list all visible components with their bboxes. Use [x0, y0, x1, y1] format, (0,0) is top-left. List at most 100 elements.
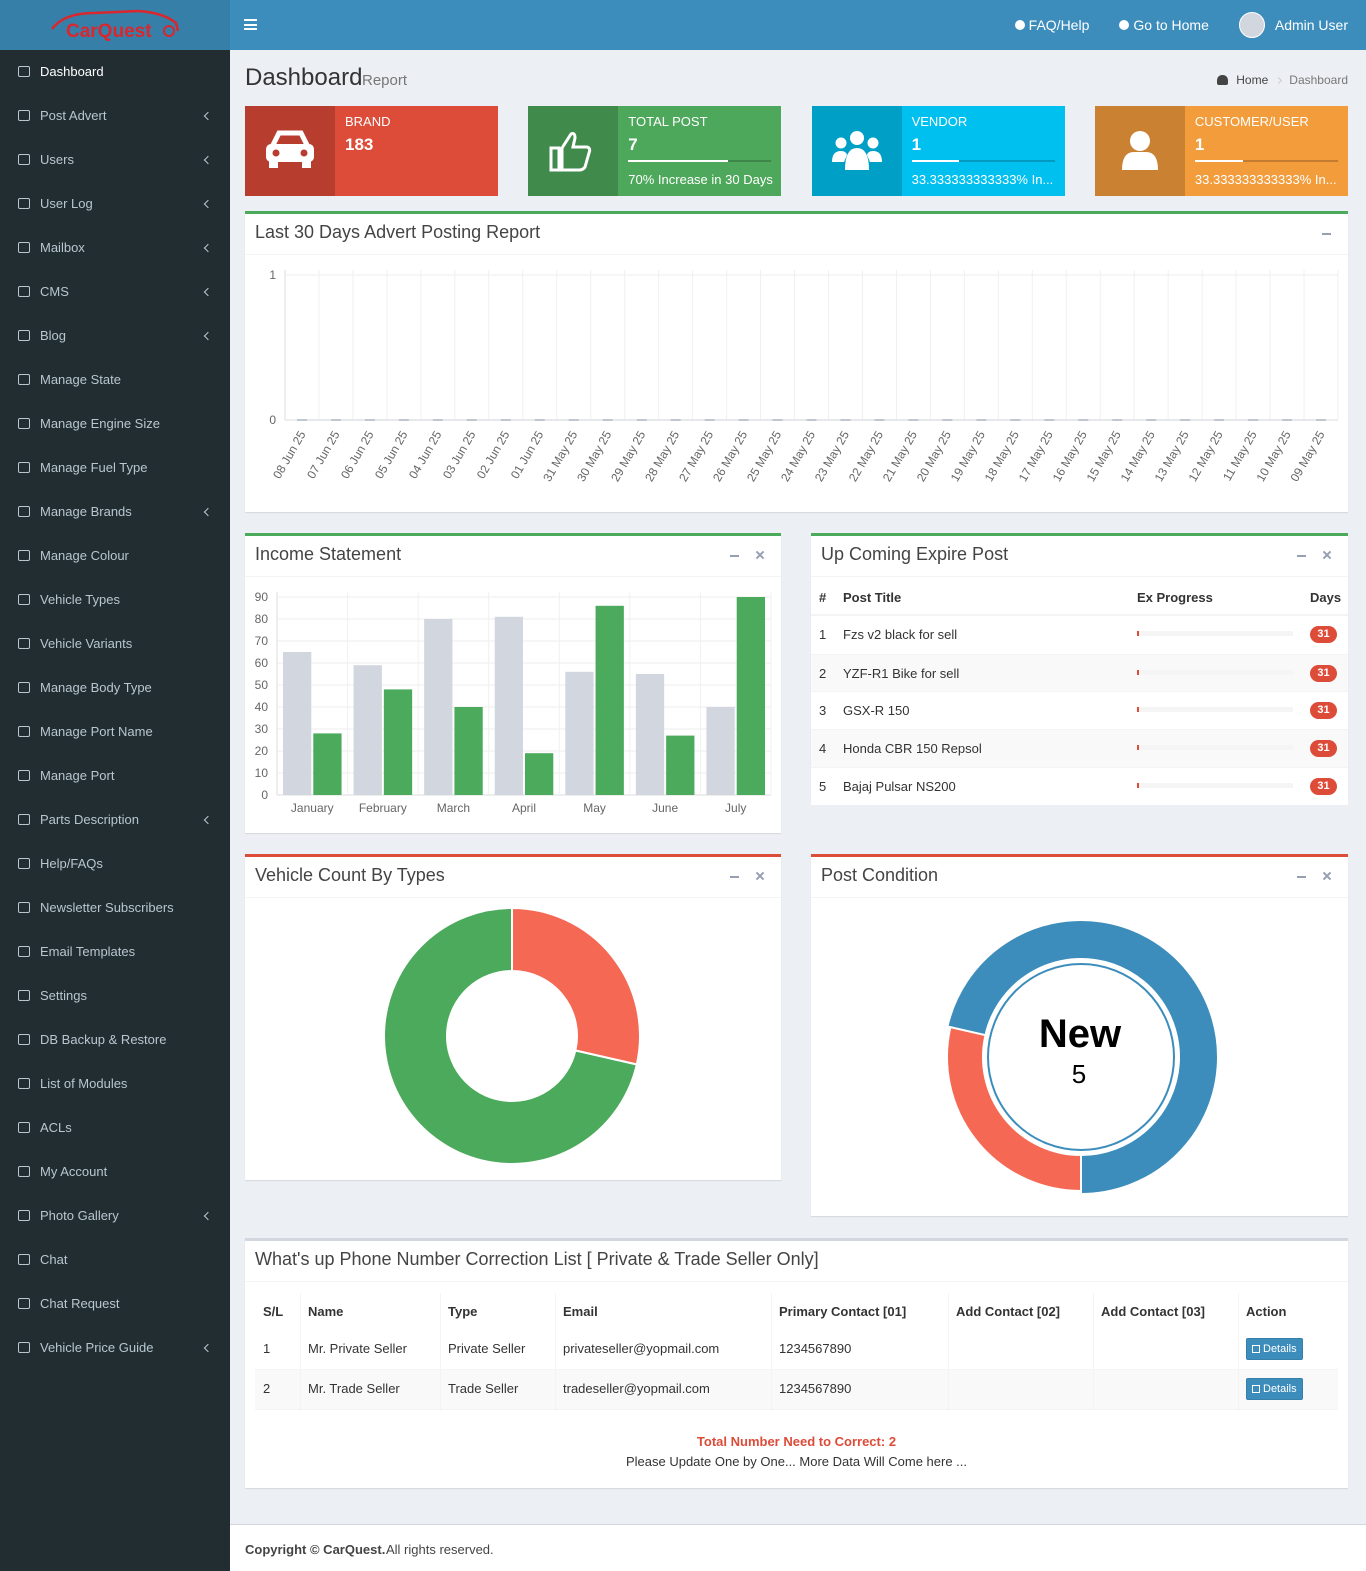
info-value: 1 [911, 135, 922, 154]
table-cell: privateseller@yopmail.com [563, 1341, 720, 1356]
menu-item[interactable]: DB Backup & Restore [0, 1018, 230, 1062]
table-header: Post Title [843, 590, 902, 605]
post-title[interactable]: Honda CBR 150 Repsol [843, 741, 982, 757]
table-header: Action [1246, 1304, 1287, 1319]
menu-icon [18, 110, 30, 121]
link-text: FAQ/Help [1028, 17, 1090, 33]
progress-fill [1137, 745, 1139, 751]
menu-item[interactable]: Help/FAQs [0, 842, 230, 886]
table-cell: 1234567890 [779, 1381, 852, 1396]
menu-item[interactable]: My Account [0, 1150, 230, 1194]
menu-item[interactable]: Manage Colour [0, 534, 230, 578]
menu-arrow [203, 111, 213, 121]
menu-label: Vehicle Types [40, 592, 120, 607]
menu-item[interactable]: Vehicle Price Guide [0, 1326, 230, 1370]
menu-item[interactable]: Email Templates [0, 930, 230, 974]
menu-item[interactable]: Manage State [0, 358, 230, 402]
menu-arrow [203, 155, 213, 165]
box-title: Last 30 Days Advert Posting Report [255, 222, 541, 242]
details-button[interactable]: Details [1246, 1378, 1303, 1400]
avatar [1238, 12, 1265, 38]
menu-label: User Log [40, 196, 93, 211]
close-button[interactable] [755, 871, 765, 881]
post-title[interactable]: Bajaj Pulsar NS200 [843, 778, 956, 794]
post-title[interactable]: GSX-R 150 [843, 703, 910, 719]
table-cell: 1 [263, 1341, 271, 1356]
menu-item[interactable]: Manage Brands [0, 490, 230, 534]
menu-icon [18, 154, 30, 165]
menu-icon [18, 1210, 30, 1221]
menu-label: ACLs [40, 1120, 72, 1135]
topbar-link[interactable]: Go to Home [1119, 17, 1209, 33]
column-rule [440, 1293, 441, 1411]
menu-item[interactable]: Mailbox [0, 226, 230, 270]
box-header-line [245, 1281, 1348, 1282]
logo-car [51, 9, 180, 37]
menu-item[interactable]: Blog [0, 314, 230, 358]
menu-label: Blog [40, 328, 67, 343]
menu-item[interactable]: Manage Engine Size [0, 402, 230, 446]
collapse-button[interactable] [1322, 233, 1331, 235]
menu-item[interactable]: Parts Description [0, 798, 230, 842]
collapse-button[interactable] [730, 555, 739, 557]
menu-toggle[interactable] [244, 19, 257, 30]
menu-icon [18, 1166, 30, 1177]
menu-icon [18, 330, 30, 341]
menu-icon [18, 902, 30, 913]
collapse-button[interactable] [1297, 876, 1306, 878]
menu-icon [18, 814, 30, 825]
menu-item[interactable]: Photo Gallery [0, 1194, 230, 1238]
icon [549, 132, 592, 172]
content-header: Dashboard Report Home Dashboard [245, 62, 1348, 96]
topbar-link[interactable]: FAQ/Help [1014, 17, 1090, 33]
user-menu[interactable]: Admin User [1238, 12, 1348, 38]
logo-text: CarQuest [66, 21, 152, 42]
menu-item[interactable]: User Log [0, 182, 230, 226]
header-rule [811, 614, 1348, 616]
menu-item[interactable]: Settings [0, 974, 230, 1018]
menu-item[interactable]: CMS [0, 270, 230, 314]
column-rule [948, 1293, 949, 1411]
menu-item[interactable]: Manage Port Name [0, 710, 230, 754]
collapse-button[interactable] [1297, 555, 1306, 557]
menu-label: Manage Engine Size [40, 416, 160, 431]
box: Post Condition [811, 854, 1348, 1216]
close-button[interactable] [1322, 871, 1332, 881]
collapse-button[interactable] [730, 876, 739, 878]
menu-item[interactable]: List of Modules [0, 1062, 230, 1106]
menu-item[interactable]: Newsletter Subscribers [0, 886, 230, 930]
box: Income Statement [245, 533, 781, 833]
menu-label: Mailbox [40, 240, 85, 255]
post-title[interactable]: YZF-R1 Bike for sell [843, 665, 960, 681]
menu-item[interactable]: Chat [0, 1238, 230, 1282]
days-badge: 31 [1310, 702, 1337, 720]
menu-item[interactable]: Manage Body Type [0, 666, 230, 710]
info-box: BRAND 183 [245, 106, 498, 196]
details-button[interactable]: Details [1246, 1338, 1303, 1360]
menu-item[interactable]: Chat Request [0, 1282, 230, 1326]
table-row: 3 GSX-R 150 31 [811, 691, 1348, 730]
crumb[interactable]: Home [1236, 73, 1269, 87]
days-badge: 31 [1310, 740, 1337, 758]
menu-item[interactable]: Dashboard [0, 50, 230, 94]
close-button[interactable] [1322, 550, 1332, 560]
menu-label: Manage State [40, 372, 121, 387]
info-value: 1 [1194, 135, 1205, 154]
sidebar: Dashboard Post Advert Users User Log Mailbox… [0, 0, 230, 1571]
menu-icon [18, 418, 30, 429]
menu-item[interactable]: Vehicle Variants [0, 622, 230, 666]
box-title: Income Statement [255, 544, 402, 564]
menu-item[interactable]: Users [0, 138, 230, 182]
box-header-line [245, 576, 781, 577]
table-header: Add Contact [02] [956, 1304, 1060, 1319]
post-title[interactable]: Fzs v2 black for sell [843, 627, 958, 642]
menu-item[interactable]: Post Advert [0, 94, 230, 138]
menu-item[interactable]: Manage Fuel Type [0, 446, 230, 490]
menu-item[interactable]: Manage Port [0, 754, 230, 798]
menu-label: Help/FAQs [40, 856, 103, 871]
menu-item[interactable]: Vehicle Types [0, 578, 230, 622]
menu-item[interactable]: ACLs [0, 1106, 230, 1150]
menu-icon [18, 242, 30, 253]
close-button[interactable] [755, 550, 765, 560]
table-row: 5 Bajaj Pulsar NS200 31 [811, 766, 1348, 805]
